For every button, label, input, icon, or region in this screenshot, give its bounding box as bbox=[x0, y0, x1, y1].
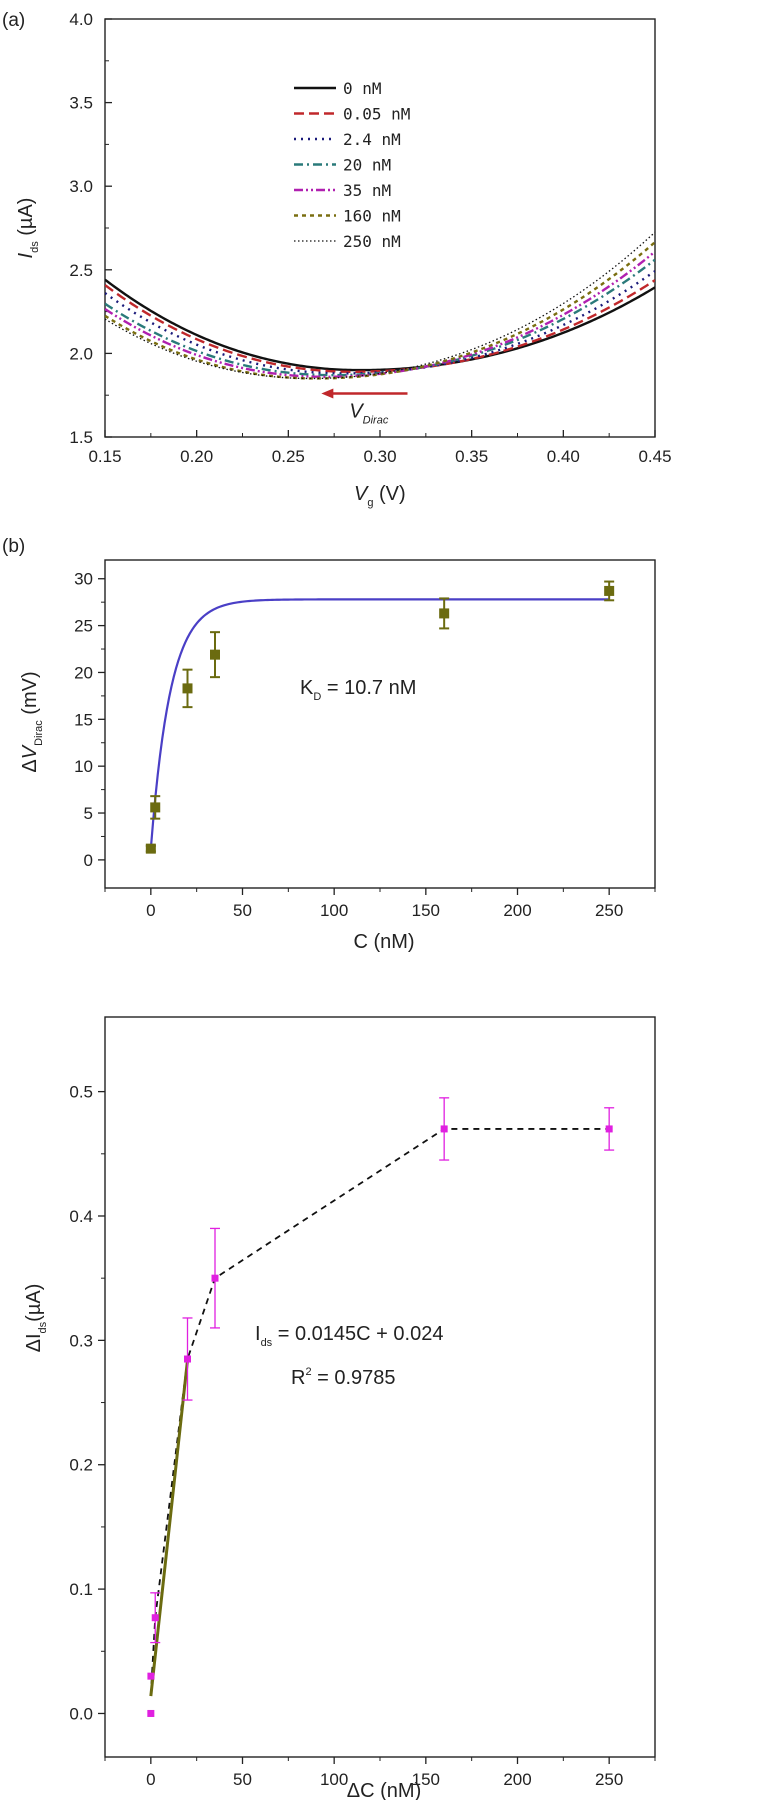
panel-c-data-points bbox=[147, 1097, 615, 1717]
panel-b-kd-annotation: KD = 10.7 nM bbox=[300, 677, 416, 703]
x-tick-label-b: 150 bbox=[412, 901, 440, 920]
y-tick-label-a: 4.0 bbox=[69, 10, 93, 29]
x-tick-label-b: 250 bbox=[595, 901, 623, 920]
y-tick-label-c: 0.2 bbox=[69, 1456, 93, 1475]
y-tick-label-b: 5 bbox=[84, 804, 93, 823]
data-point-b bbox=[150, 802, 161, 813]
legend-label: 20 nM bbox=[343, 156, 391, 175]
curve-250-nM bbox=[105, 231, 655, 380]
dirac-arrow-head bbox=[321, 388, 334, 399]
data-point-b bbox=[145, 843, 156, 854]
panel-b-fit-curve bbox=[149, 598, 610, 849]
dirac-label-main: V bbox=[349, 401, 364, 423]
y-tick-label-b: 10 bbox=[74, 757, 93, 776]
curve-2p4-nM bbox=[105, 270, 655, 375]
data-point-c bbox=[211, 1274, 219, 1282]
panel-c-axis-ticks: 0 50 100 150 200 250 0.0 0.1 0.2 0.3 0.4 0.5 bbox=[69, 1083, 656, 1789]
panel-c-y-axis-label: ΔIds(µA) bbox=[23, 1284, 49, 1353]
x-tick-label-a: 0.30 bbox=[363, 447, 396, 466]
chart-panel-a: (a) 0.15 0.20 0.25 0.30 0.35 0.40 0.45 1.5 2.0 2.… bbox=[2, 10, 672, 509]
data-point-b bbox=[439, 608, 450, 619]
x-tick-label-c: 200 bbox=[503, 1770, 531, 1789]
x-tick-label-b: 100 bbox=[320, 901, 348, 920]
curve-20-nM bbox=[105, 258, 655, 377]
panel-c-linear-fit bbox=[149, 1360, 189, 1697]
chart-panel-b: (b) 0 50 100 150 200 250 0 5 10 15 20 25 30 KD = 10.… bbox=[2, 536, 656, 953]
panel-a-x-axis-label: Vg (V) bbox=[354, 483, 406, 509]
y-tick-label-b: 20 bbox=[74, 663, 93, 682]
y-tick-label-a: 3.0 bbox=[69, 177, 93, 196]
x-tick-label-c: 50 bbox=[233, 1770, 252, 1789]
x-tick-label-a: 0.35 bbox=[455, 447, 488, 466]
panel-a-label: (a) bbox=[2, 10, 25, 31]
y-tick-label-a: 1.5 bbox=[69, 428, 93, 447]
data-point-b bbox=[604, 585, 615, 596]
panel-a-axis-ticks: 0.15 0.20 0.25 0.30 0.35 0.40 0.45 1.5 2.0 2.5 3.0… bbox=[69, 10, 671, 466]
data-point-c bbox=[605, 1125, 613, 1133]
x-tick-label-c: 150 bbox=[412, 1770, 440, 1789]
panel-a-y-axis-label: Ids (µA) bbox=[15, 198, 41, 259]
legend-label: 160 nM bbox=[343, 207, 401, 226]
chart-panel-c: 0 50 100 150 200 250 0.0 0.1 0.2 0.3 0.4 0.5 Ids = … bbox=[23, 1016, 656, 1800]
curve-0-nM bbox=[105, 278, 655, 372]
curve-35-nM bbox=[105, 250, 655, 379]
data-point-c bbox=[151, 1614, 159, 1622]
y-tick-label-b: 25 bbox=[74, 617, 93, 636]
y-tick-label-a: 3.5 bbox=[69, 94, 93, 113]
curve-0p05-nM bbox=[105, 279, 655, 373]
legend-label: 2.4 nM bbox=[343, 130, 401, 149]
x-tick-label-a: 0.15 bbox=[88, 447, 121, 466]
data-point-b bbox=[182, 683, 193, 694]
y-tick-label-a: 2.0 bbox=[69, 344, 93, 363]
y-tick-label-c: 0.5 bbox=[69, 1083, 93, 1102]
panel-b-x-axis-label: C (nM) bbox=[353, 931, 414, 953]
data-point-c bbox=[184, 1355, 191, 1363]
panel-a-curves bbox=[105, 231, 655, 380]
panel-c-r-squared: R2 = 0.9785 bbox=[291, 1366, 396, 1389]
y-tick-label-b: 0 bbox=[84, 851, 93, 870]
panel-b-label: (b) bbox=[2, 536, 25, 557]
dirac-label: VDirac bbox=[349, 401, 389, 427]
dirac-label-sub: Dirac bbox=[363, 415, 389, 427]
data-point-b bbox=[210, 649, 220, 660]
panel-b-y-axis-label: ΔVDirac (mV) bbox=[19, 671, 45, 772]
legend-label: 250 nM bbox=[343, 232, 401, 251]
x-tick-label-c: 250 bbox=[595, 1770, 623, 1789]
y-tick-label-b: 30 bbox=[74, 570, 93, 589]
x-tick-label-b: 200 bbox=[503, 901, 531, 920]
x-tick-label-c: 100 bbox=[320, 1770, 348, 1789]
curve-160-nM bbox=[105, 241, 655, 380]
x-tick-label-a: 0.25 bbox=[272, 447, 305, 466]
x-tick-label-b: 0 bbox=[146, 901, 155, 920]
y-tick-label-c: 0.3 bbox=[69, 1331, 93, 1350]
panel-c-dashed-trend bbox=[149, 1128, 610, 1695]
x-tick-label-b: 50 bbox=[233, 901, 252, 920]
y-tick-label-c: 0.4 bbox=[69, 1207, 93, 1226]
x-tick-label-a: 0.40 bbox=[547, 447, 580, 466]
legend-label: 0 nM bbox=[343, 79, 382, 98]
x-tick-label-a: 0.20 bbox=[180, 447, 213, 466]
panel-a-dirac-annotation: VDirac bbox=[321, 388, 408, 427]
x-tick-label-c: 0 bbox=[146, 1770, 155, 1789]
y-tick-label-b: 15 bbox=[74, 710, 93, 729]
data-point-c bbox=[440, 1125, 448, 1133]
panel-c-x-axis-label: ΔC (nM) bbox=[347, 1780, 421, 1800]
x-tick-label-a: 0.45 bbox=[638, 447, 671, 466]
legend-label: 0.05 nM bbox=[343, 105, 410, 124]
y-tick-label-c: 0.0 bbox=[69, 1704, 93, 1723]
y-tick-label-c: 0.1 bbox=[69, 1580, 93, 1599]
panel-b-data-points bbox=[145, 580, 615, 854]
data-point-c bbox=[147, 1709, 155, 1717]
panel-a-legend: 0 nM 0.05 nM 2.4 nM 20 nM 35 nM 160 nM 250 nM bbox=[294, 79, 410, 251]
legend-label: 35 nM bbox=[343, 181, 391, 200]
panel-c-equation: Ids = 0.0145C + 0.024 bbox=[255, 1323, 443, 1349]
y-tick-label-a: 2.5 bbox=[69, 261, 93, 280]
panel-b-plot-frame bbox=[104, 559, 656, 889]
panel-b-axis-ticks: 0 50 100 150 200 250 0 5 10 15 20 25 30 bbox=[74, 570, 656, 920]
data-point-c bbox=[147, 1672, 155, 1680]
